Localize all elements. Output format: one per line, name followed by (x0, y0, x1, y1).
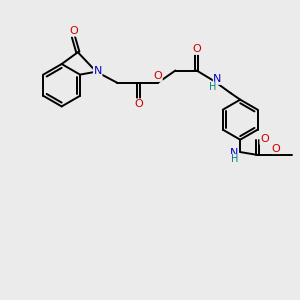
Text: N: N (230, 148, 238, 158)
Text: O: O (69, 26, 78, 36)
Text: O: O (272, 143, 280, 154)
Text: N: N (94, 66, 102, 76)
Text: O: O (192, 44, 201, 54)
Text: N: N (213, 74, 222, 84)
Text: H: H (208, 82, 216, 92)
Text: O: O (153, 71, 162, 81)
Text: H: H (231, 154, 238, 164)
Text: O: O (260, 134, 269, 144)
Text: O: O (134, 99, 143, 109)
